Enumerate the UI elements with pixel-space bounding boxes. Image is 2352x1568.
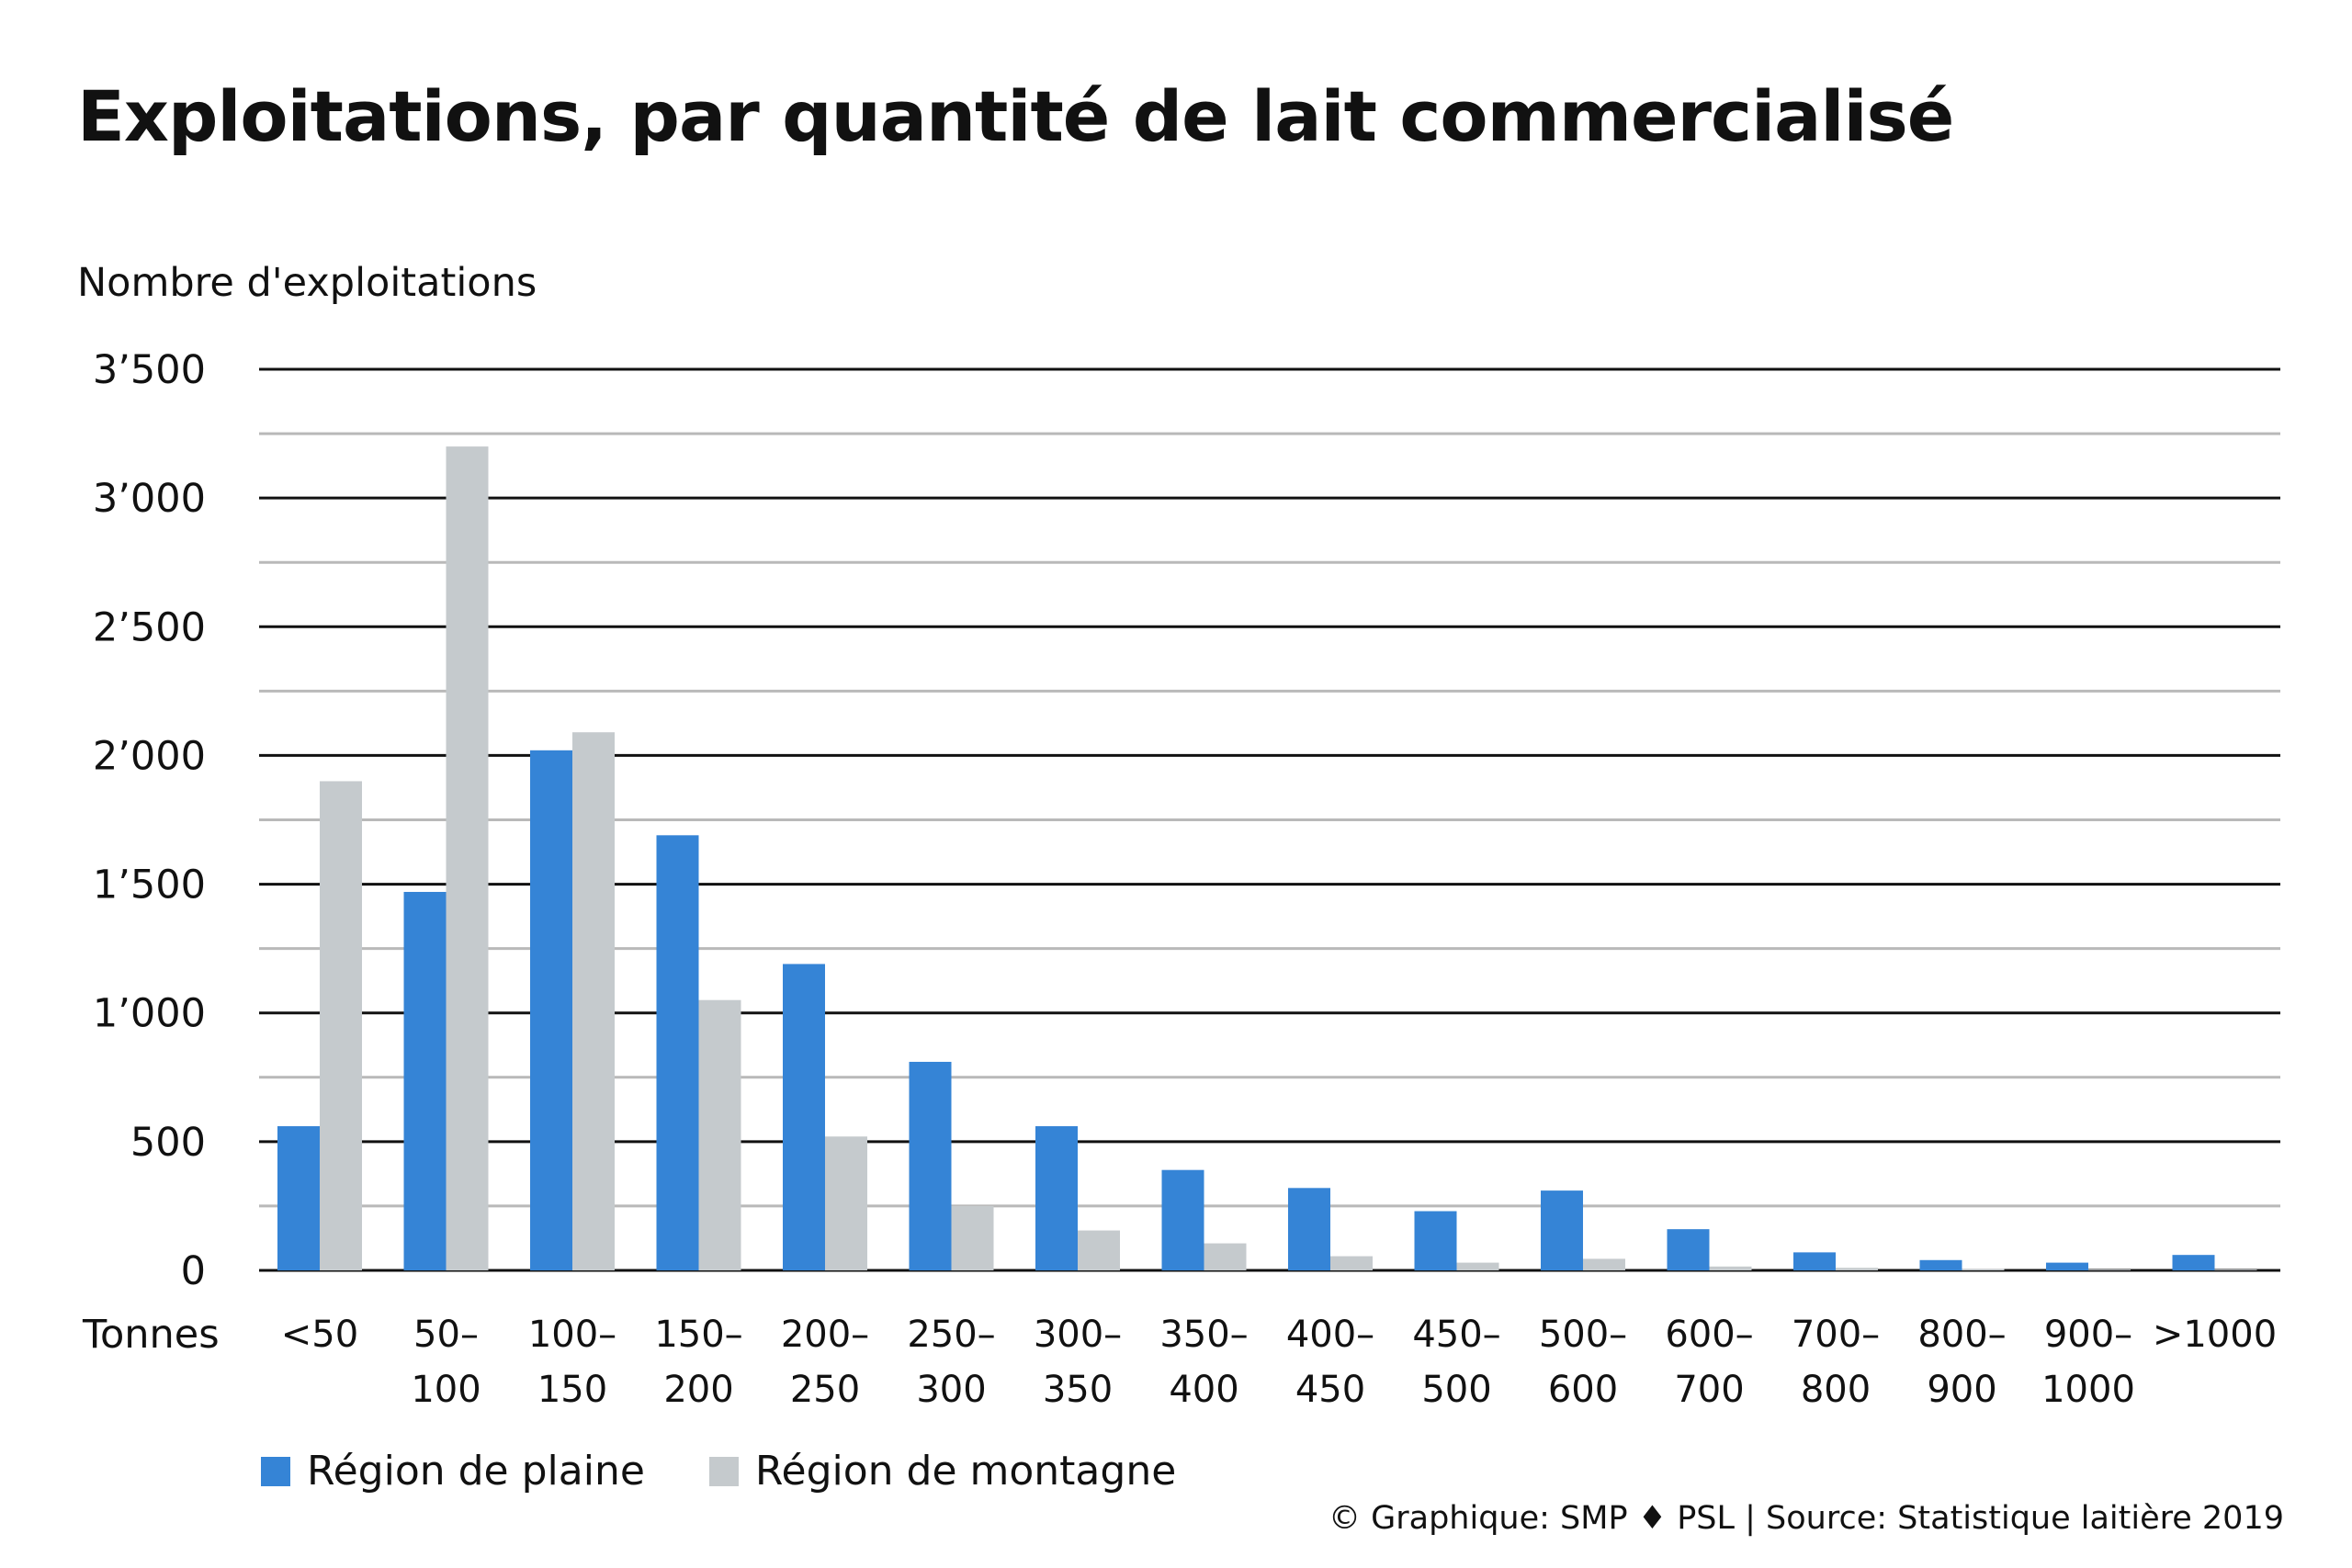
x-tick-label: 600– (1665, 1314, 1753, 1356)
bar-montagne (698, 999, 741, 1270)
bar-plaine (1667, 1229, 1710, 1270)
bar-montagne (825, 1136, 867, 1270)
x-tick-label: >1000 (2153, 1314, 2277, 1356)
bar-plaine (1793, 1252, 1836, 1270)
x-tick-label: 150– (654, 1314, 742, 1356)
legend-item-plaine: Région de plaine (261, 1448, 645, 1495)
bar-plaine (403, 891, 447, 1270)
bar-plaine (1288, 1188, 1330, 1270)
legend-item-montagne: Région de montagne (708, 1448, 1177, 1495)
x-tick-label: 50– (413, 1314, 479, 1356)
bar-montagne (572, 732, 615, 1270)
x-tick-label: <50 (281, 1314, 358, 1356)
y-tick-label: 500 (130, 1120, 206, 1166)
bar-montagne (951, 1205, 994, 1270)
x-tick-label: 300 (916, 1369, 986, 1411)
x-axis-label: Tonnes (83, 1312, 220, 1358)
y-tick-label: 3’000 (93, 476, 206, 522)
x-tick-label: 700– (1792, 1314, 1880, 1356)
x-tick-label: 200– (781, 1314, 869, 1356)
chart-title: Exploitations, par quantité de lait comm… (77, 75, 1954, 157)
x-tick-label: 450– (1412, 1314, 1500, 1356)
bar-montagne (1204, 1243, 1247, 1270)
bar-plaine (277, 1126, 320, 1270)
legend: Région de plaine Région de montagne (261, 1448, 1240, 1495)
x-tick-label: 700 (1674, 1369, 1744, 1411)
x-tick-label: 200 (663, 1369, 733, 1411)
x-tick-label: 600 (1548, 1369, 1618, 1411)
x-tick-label: 100 (411, 1369, 481, 1411)
y-axis-label: Nombre d'exploitations (77, 260, 537, 306)
bar-montagne (446, 446, 489, 1271)
bar-plaine (2172, 1255, 2215, 1270)
bar-plaine (1161, 1169, 1204, 1270)
x-tick-label: 900 (1927, 1369, 1996, 1411)
x-tick-label: 1000 (2041, 1369, 2135, 1411)
bar-montagne (1962, 1269, 2005, 1270)
bar-plaine (783, 964, 825, 1270)
bar-plaine (909, 1061, 952, 1270)
x-tick-label: 800– (1917, 1314, 2006, 1356)
bar-plaine (530, 750, 572, 1270)
y-tick-label: 1’500 (93, 863, 206, 908)
x-tick-label: 100– (528, 1314, 616, 1356)
bar-montagne (1836, 1268, 1878, 1270)
legend-swatch-plaine (261, 1456, 290, 1486)
legend-label-montagne: Région de montagne (754, 1448, 1177, 1495)
x-tick-label: 800 (1801, 1369, 1871, 1411)
bar-montagne (320, 781, 362, 1270)
y-tick-label: 2’000 (93, 733, 206, 779)
bar-montagne (2214, 1269, 2257, 1270)
bar-plaine (1541, 1190, 1583, 1270)
y-tick-label: 0 (181, 1248, 206, 1294)
bar-plaine (2046, 1262, 2088, 1270)
y-tick-label: 3’500 (93, 347, 206, 393)
bar-montagne (1456, 1262, 1499, 1270)
x-tick-label: 450 (1295, 1369, 1365, 1411)
x-tick-label: 400– (1286, 1314, 1374, 1356)
x-tick-label: 350 (1043, 1369, 1113, 1411)
x-tick-label: 250– (907, 1314, 995, 1356)
x-tick-label: 400 (1169, 1369, 1238, 1411)
x-tick-label: 250 (790, 1369, 860, 1411)
bar-montagne (1078, 1230, 1120, 1270)
bar-plaine (1414, 1211, 1457, 1270)
x-tick-label: 900– (2044, 1314, 2132, 1356)
x-tick-label: 150 (537, 1369, 607, 1411)
legend-swatch-montagne (708, 1456, 739, 1486)
y-tick-label: 2’500 (93, 604, 206, 650)
bar-plaine (656, 835, 699, 1270)
source-credit: © Graphique: SMP ♦ PSL | Source: Statist… (1328, 1500, 2284, 1537)
bar-plaine (1919, 1259, 1962, 1270)
x-tick-label: 500– (1539, 1314, 1627, 1356)
x-tick-label: 350– (1159, 1314, 1248, 1356)
y-tick-label: 1’000 (93, 991, 206, 1037)
bar-montagne (1330, 1256, 1373, 1270)
x-tick-label: 500 (1421, 1369, 1491, 1411)
legend-label-plaine: Région de plaine (307, 1448, 645, 1495)
bar-montagne (2088, 1269, 2131, 1270)
x-tick-label: 300– (1034, 1314, 1122, 1356)
bar-montagne (1583, 1258, 1625, 1270)
bar-plaine (1035, 1126, 1078, 1270)
bar-montagne (1709, 1266, 1752, 1270)
